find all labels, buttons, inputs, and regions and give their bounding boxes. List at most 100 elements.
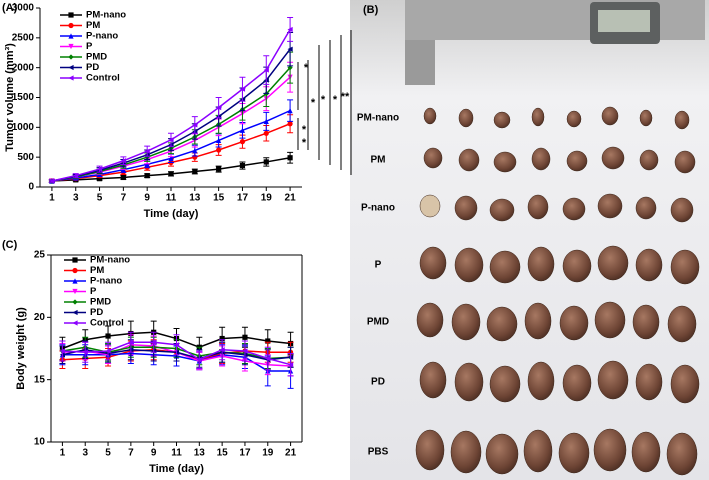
legend-marker <box>68 75 74 81</box>
legend-label: P <box>90 286 97 297</box>
tumor <box>558 432 590 474</box>
tumor <box>524 302 552 340</box>
row-label: PBS <box>368 447 389 458</box>
tumor <box>670 197 694 223</box>
tumor <box>566 110 582 128</box>
marker <box>192 122 198 128</box>
significance-label: * <box>304 62 309 74</box>
x-tick-label: 3 <box>82 448 88 459</box>
marker <box>242 334 248 340</box>
tumor <box>635 363 663 401</box>
marker <box>239 162 246 169</box>
legend-marker <box>72 309 78 316</box>
tumor <box>485 433 519 475</box>
legend-marker <box>68 22 74 29</box>
marker <box>287 108 293 114</box>
y-tick-label: 2000 <box>12 62 35 73</box>
x-tick-label: 21 <box>285 193 297 204</box>
tumor <box>419 361 447 399</box>
tumor <box>674 150 696 174</box>
marker <box>173 342 180 348</box>
tumor <box>419 246 447 280</box>
legend-label: P-nano <box>90 276 122 287</box>
tumor <box>597 245 629 281</box>
marker <box>151 339 157 345</box>
marker <box>287 65 293 71</box>
tumor <box>450 430 482 474</box>
tumor <box>458 148 480 172</box>
row-label: PM <box>371 155 386 166</box>
y-tick-label: 3000 <box>12 3 35 14</box>
photo-panel: (B) <box>350 0 709 480</box>
marker <box>59 348 66 354</box>
marker <box>105 348 111 354</box>
marker <box>216 166 222 172</box>
y-axis-label: Tumor volume (mm³) <box>4 43 16 152</box>
tumor <box>489 198 515 222</box>
tumor <box>523 429 553 473</box>
legend-label: PM <box>86 20 100 31</box>
legend-marker <box>68 43 74 50</box>
caliper-jaw <box>405 40 435 85</box>
x-tick-label: 17 <box>237 193 249 204</box>
marker <box>242 348 248 354</box>
marker <box>263 130 269 136</box>
marker <box>196 357 202 363</box>
marker <box>168 137 174 143</box>
tumor <box>597 360 629 400</box>
marker <box>239 139 246 145</box>
legend-label: P-nano <box>86 31 118 42</box>
y-tick-label: 25 <box>34 250 46 261</box>
marker <box>128 339 134 345</box>
significance-label: * <box>302 137 307 149</box>
x-tick-label: 13 <box>189 193 201 204</box>
x-tick-label: 21 <box>285 448 297 459</box>
tumor <box>635 196 657 220</box>
legend-label: PM <box>90 265 104 276</box>
y-axis-label: Body weight (g) <box>15 307 27 390</box>
x-tick-label: 5 <box>105 448 111 459</box>
tumor <box>562 197 586 221</box>
panel-label: (A) <box>2 2 18 14</box>
tumor <box>419 194 441 218</box>
tumor <box>458 108 474 128</box>
y-tick-label: 20 <box>34 312 46 323</box>
marker <box>239 86 246 92</box>
x-tick-label: 3 <box>73 193 79 204</box>
marker <box>263 91 269 97</box>
row-label: PM-nano <box>357 113 399 124</box>
significance-label: * <box>321 94 326 106</box>
marker <box>219 347 225 353</box>
row-label: PD <box>371 377 385 388</box>
legend-label: PMD <box>86 52 107 63</box>
tumor <box>667 305 697 343</box>
tumor <box>631 431 661 473</box>
significance-label: * <box>302 124 307 136</box>
tumor <box>451 303 481 341</box>
y-tick-label: 1000 <box>12 122 35 133</box>
marker <box>120 174 126 181</box>
legend-marker <box>72 267 78 274</box>
marker <box>120 158 126 164</box>
tumor <box>566 150 588 172</box>
panel-label: (C) <box>2 239 18 251</box>
significance-label: * <box>333 94 338 106</box>
x-tick-label: 19 <box>262 448 274 459</box>
marker <box>168 171 174 177</box>
x-tick-label: 15 <box>217 448 229 459</box>
tumor <box>601 146 625 170</box>
legend-label: Control <box>90 318 124 329</box>
x-tick-label: 11 <box>166 193 177 204</box>
tumor <box>531 107 545 127</box>
legend-label: PM-nano <box>90 255 130 266</box>
marker <box>287 155 293 161</box>
row-label: PMD <box>367 317 389 328</box>
tumor <box>454 195 478 221</box>
tumor <box>454 247 484 283</box>
tumor <box>670 249 700 285</box>
y-tick-label: 2500 <box>12 32 35 43</box>
x-tick-label: 19 <box>261 193 273 204</box>
tumor <box>489 365 521 403</box>
